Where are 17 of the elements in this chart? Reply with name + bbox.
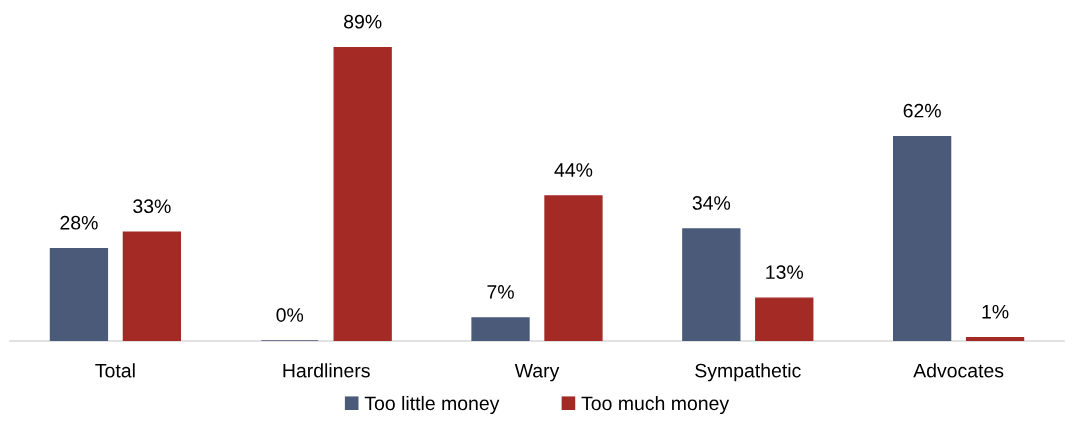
legend-label: Too much money <box>581 395 730 415</box>
x-tick-label: Wary <box>514 363 560 382</box>
data-label: 28% <box>60 215 98 230</box>
x-tick-label: Total <box>95 363 135 378</box>
data-label: 33% <box>133 199 171 214</box>
data-label: 7% <box>487 285 514 299</box>
x-tick-label: Hardliners <box>283 363 370 378</box>
x-tick-label: Advocates <box>913 363 1004 378</box>
x-tick-label: Sympathetic <box>695 363 801 382</box>
data-label: 0% <box>276 308 304 322</box>
data-label: 1% <box>982 304 1009 319</box>
data-label: 89% <box>344 14 382 29</box>
legend-label: Too little money <box>364 395 500 415</box>
data-label: 13% <box>766 265 804 280</box>
data-label: 62% <box>903 103 941 118</box>
data-label: 34% <box>692 196 731 210</box>
data-label: 44% <box>554 163 593 177</box>
